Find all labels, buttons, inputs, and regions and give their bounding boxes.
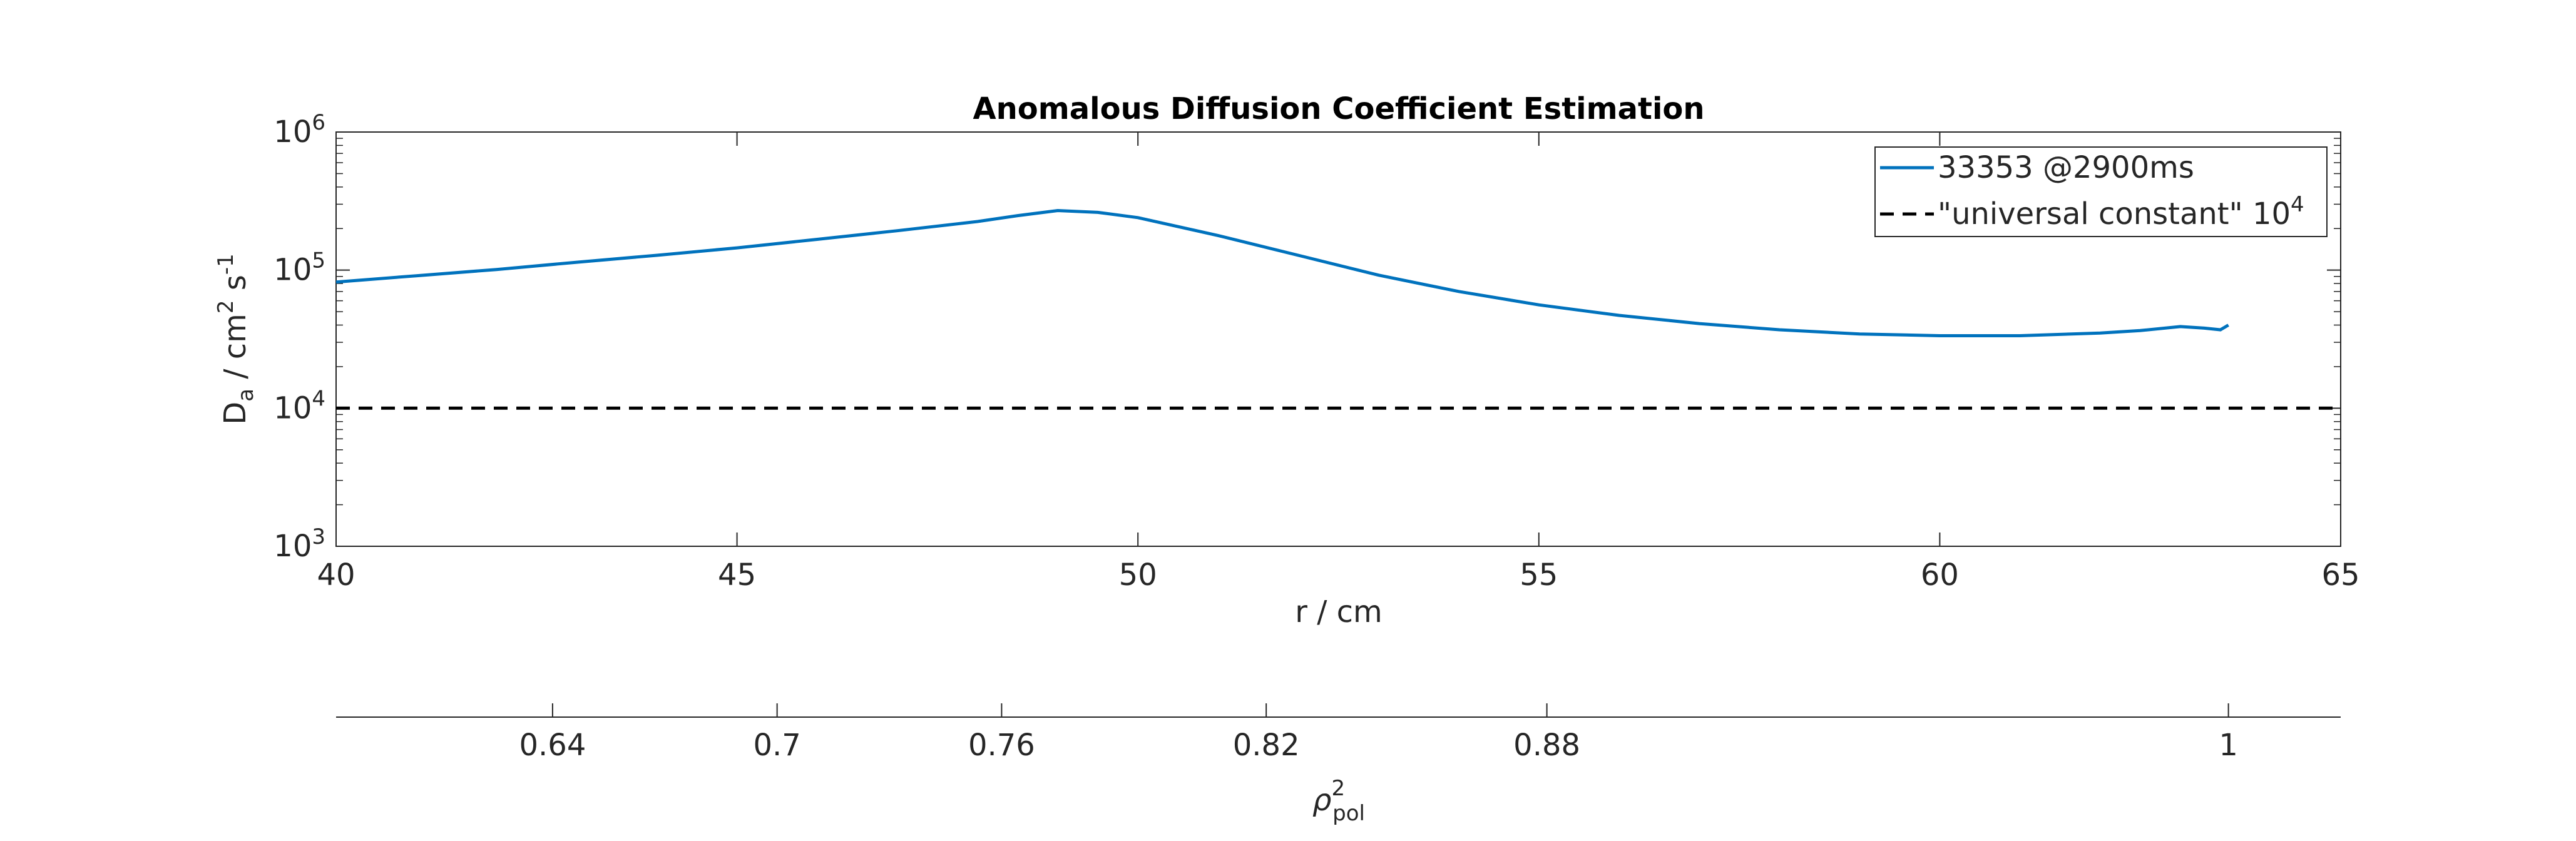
y-ticks: 103 104 105 106 (273, 110, 2341, 564)
secondary-tick-label: 0.82 (1233, 728, 1300, 763)
secondary-axis-label: ρ2 pol (1312, 776, 1365, 826)
y-tick-label: 106 (273, 110, 325, 150)
series-line-33353 (335, 208, 2229, 337)
secondary-tick-label: 0.88 (1513, 728, 1580, 763)
y-tick-label: 105 (273, 248, 325, 288)
secondary-tick-label: 0.7 (753, 728, 800, 763)
x-tick-label: 55 (1520, 558, 1558, 593)
y-tick-label: 103 (273, 524, 325, 564)
x-axis-label: r / cm (1295, 594, 1383, 629)
x-tick-label: 65 (2321, 558, 2359, 593)
secondary-axis-ticks: 0.64 0.7 0.76 0.82 0.88 1 (519, 703, 2238, 763)
x-tick-label: 60 (1921, 558, 1959, 593)
x-ticks: 40 45 50 55 60 65 (317, 132, 2360, 593)
legend-box (1874, 146, 2328, 237)
legend: 33353 @2900ms "universal constant" 104 (1874, 146, 2328, 237)
y-tick-label: 104 (273, 386, 325, 426)
secondary-tick-label: 0.64 (519, 728, 586, 763)
chart-title: Anomalous Diffusion Coefficient Estimati… (973, 91, 1704, 126)
secondary-tick-label: 0.76 (968, 728, 1035, 763)
y-minor-ticks (336, 138, 2341, 506)
y-axis-label: Da / cm2 s-1 (213, 253, 258, 424)
legend-label-33353: 33353 @2900ms (1938, 150, 2194, 185)
x-tick-label: 50 (1119, 558, 1157, 593)
x-tick-label: 40 (317, 558, 355, 593)
legend-label-universal-constant: "universal constant" 104 (1938, 192, 2304, 232)
secondary-tick-label: 1 (2219, 728, 2238, 763)
x-tick-label: 45 (718, 558, 756, 593)
